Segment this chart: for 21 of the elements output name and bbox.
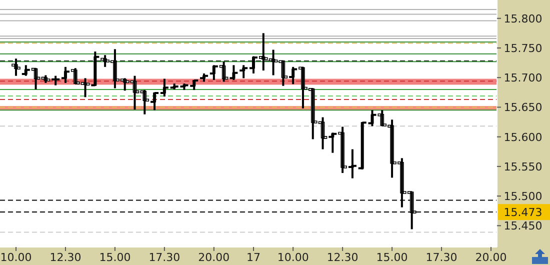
x-tick-label: 20.00 xyxy=(475,251,507,264)
y-tick-label: 15.500 xyxy=(504,190,542,204)
x-tick-label: 10.00 xyxy=(277,251,309,264)
candlestick xyxy=(358,121,366,170)
x-tick-label: 15.00 xyxy=(99,251,131,264)
x-tick-label: 17.30 xyxy=(426,251,458,264)
x-tick-label: 20.00 xyxy=(198,251,230,264)
ref-line-label: 15.473 xyxy=(504,206,542,220)
y-tick-label: 15.600 xyxy=(504,130,542,144)
y-tick-label: 15.700 xyxy=(504,72,542,85)
y-tick-label: 15.750 xyxy=(504,42,542,55)
y-tick-label: 15.800 xyxy=(504,12,542,26)
x-tick-label: 10.00 xyxy=(0,251,32,264)
x-tick-label: 15.00 xyxy=(376,251,408,264)
x-tick-label: 17 xyxy=(246,251,260,264)
y-tick-label: 15.450 xyxy=(504,220,542,233)
x-tick-label: 12.30 xyxy=(50,251,82,264)
x-tick-label: 17.30 xyxy=(148,251,180,264)
x-tick-label: 12.30 xyxy=(326,251,358,264)
y-tick-label: 15.650 xyxy=(504,101,542,114)
y-tick-label: 15.550 xyxy=(504,160,542,174)
